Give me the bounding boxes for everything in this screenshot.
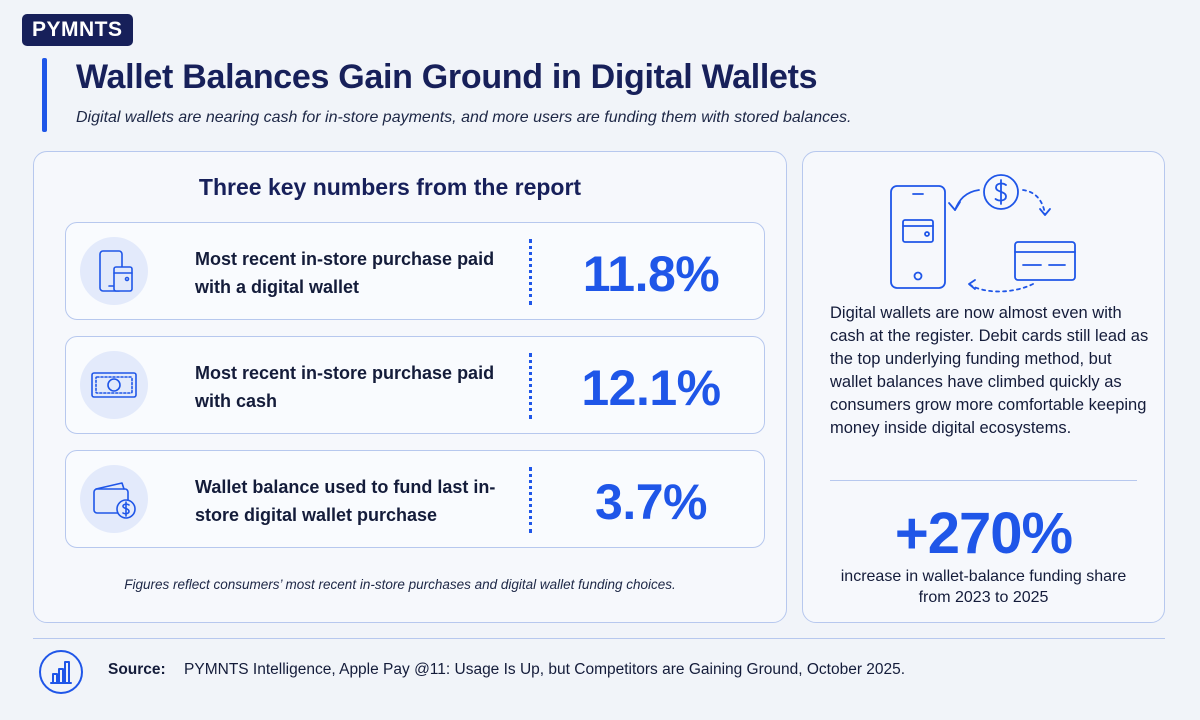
key-numbers-heading: Three key numbers from the report: [198, 174, 582, 200]
key-numbers-panel: Three key numbers from the report Most r…: [33, 151, 787, 623]
pymnts-logo: PYMNTS: [22, 14, 133, 46]
stat-divider: [529, 353, 532, 419]
stat-divider: [529, 467, 532, 533]
insight-big-stat: +270%: [894, 501, 1073, 566]
stat-value: 11.8%: [582, 246, 720, 302]
bar-chart-icon: [39, 650, 83, 694]
insight-big-stat-label: increase in wallet-balance funding share…: [840, 568, 1127, 606]
stat-label: Most recent in-store purchase paid with …: [195, 363, 495, 411]
key-numbers-footnote: Figures reflect consumers’ most recent i…: [124, 577, 676, 592]
stat-value: 3.7%: [595, 474, 707, 530]
cash-bill-icon: [80, 351, 148, 419]
insight-panel: Digital wallets are now almost even with…: [802, 151, 1165, 623]
stat-label: Wallet balance used to fund last in-stor…: [195, 477, 496, 525]
stat-divider: [529, 239, 532, 305]
title-accent-bar: [42, 58, 47, 132]
phone-card-exchange-icon: [890, 174, 1076, 293]
phone-wallet-icon: [80, 237, 148, 305]
footer-divider: [33, 638, 1165, 639]
page-title: Wallet Balances Gain Ground in Digital W…: [76, 58, 818, 96]
page-subtitle: Digital wallets are nearing cash for in-…: [76, 109, 852, 126]
stat-card-wallet-balance: Wallet balance used to fund last in-stor…: [65, 450, 765, 548]
wallet-dollar-icon: [80, 465, 148, 533]
source-text: PYMNTS Intelligence, Apple Pay @11: Usag…: [184, 661, 906, 678]
stat-card-cash: Most recent in-store purchase paid with …: [65, 336, 765, 434]
stat-card-digital-wallet: Most recent in-store purchase paid with …: [65, 222, 765, 320]
stat-label: Most recent in-store purchase paid with …: [195, 249, 495, 297]
stat-value: 12.1%: [581, 360, 721, 416]
insight-divider: [830, 480, 1137, 481]
insight-body: Digital wallets are now almost even with…: [830, 304, 1149, 437]
source-citation: Source: PYMNTS Intelligence, Apple Pay @…: [108, 661, 905, 679]
source-label: Source:: [108, 661, 166, 678]
